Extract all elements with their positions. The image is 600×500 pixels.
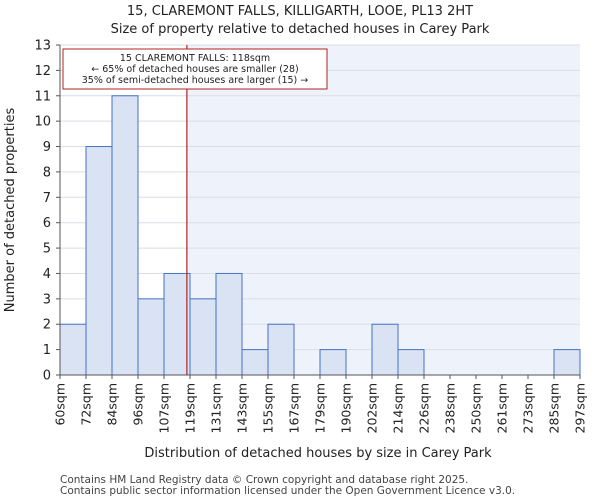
y-tick-label: 12 xyxy=(34,64,51,79)
x-tick-label: 250sqm xyxy=(469,383,484,433)
x-tick-label: 261sqm xyxy=(495,383,510,433)
highlight-region xyxy=(186,45,580,375)
y-tick-label: 10 xyxy=(34,115,51,130)
x-tick-label: 167sqm xyxy=(287,383,302,433)
bar-143sqm xyxy=(241,349,269,376)
y-tick-label: 5 xyxy=(43,242,51,257)
bar-119sqm xyxy=(189,298,217,376)
x-tick-label: 297sqm xyxy=(573,383,588,433)
bar-84sqm xyxy=(111,95,139,376)
bar-96sqm xyxy=(137,298,165,376)
bar-107sqm xyxy=(163,272,191,376)
y-tick-label: 9 xyxy=(43,140,51,155)
x-tick-label: 273sqm xyxy=(521,383,536,433)
bar-179sqm xyxy=(319,349,347,376)
annotation-box xyxy=(62,48,328,90)
y-tick-label: 11 xyxy=(34,89,51,104)
x-tick-label: 119sqm xyxy=(183,383,198,433)
x-tick-label: 202sqm xyxy=(365,383,380,433)
y-tick-label: 8 xyxy=(43,165,51,180)
y-tick-label: 3 xyxy=(43,292,51,307)
bar-60sqm xyxy=(59,323,87,376)
y-axis-label: Number of detached properties xyxy=(3,108,18,313)
bar-285sqm xyxy=(553,349,581,376)
x-tick-label: 60sqm xyxy=(53,383,68,426)
y-tick-label: 2 xyxy=(43,318,51,333)
x-tick-label: 285sqm xyxy=(547,383,562,433)
y-tick-label: 7 xyxy=(43,191,51,206)
bar-155sqm xyxy=(267,323,295,376)
y-tick-label: 0 xyxy=(43,369,51,384)
x-tick-label: 238sqm xyxy=(443,383,458,433)
bar-72sqm xyxy=(85,146,113,376)
bar-202sqm xyxy=(371,323,399,376)
x-tick-label: 214sqm xyxy=(391,383,406,433)
x-tick-label: 226sqm xyxy=(417,383,432,433)
x-axis-label: Distribution of detached houses by size … xyxy=(144,446,492,461)
x-tick-label: 131sqm xyxy=(209,383,224,433)
footer-licence: Contains public sector information licen… xyxy=(60,485,516,497)
x-tick-label: 84sqm xyxy=(105,383,120,426)
annotation-line-3: 35% of semi-detached houses are larger (… xyxy=(82,75,309,86)
x-tick-label: 72sqm xyxy=(79,383,94,426)
x-tick-label: 179sqm xyxy=(313,383,328,433)
annotation-line-1: 15 CLAREMONT FALLS: 118sqm xyxy=(120,53,270,64)
y-tick-label: 6 xyxy=(43,216,51,231)
chart-title: 15, CLAREMONT FALLS, KILLIGARTH, LOOE, P… xyxy=(126,4,474,19)
x-tick-label: 143sqm xyxy=(235,383,250,433)
annotation-line-2: ← 65% of detached houses are smaller (28… xyxy=(91,64,298,75)
bar-131sqm xyxy=(215,272,243,376)
bar-214sqm xyxy=(397,349,425,376)
x-tick-label: 155sqm xyxy=(261,383,276,433)
footer-copyright: Contains HM Land Registry data © Crown c… xyxy=(60,474,469,486)
y-tick-label: 4 xyxy=(43,267,51,282)
x-tick-label: 190sqm xyxy=(339,383,354,433)
chart-subtitle: Size of property relative to detached ho… xyxy=(110,22,490,37)
y-tick-label: 1 xyxy=(43,343,51,358)
y-tick-label: 13 xyxy=(34,39,51,54)
x-tick-label: 96sqm xyxy=(131,383,146,426)
x-tick-label: 107sqm xyxy=(157,383,172,433)
